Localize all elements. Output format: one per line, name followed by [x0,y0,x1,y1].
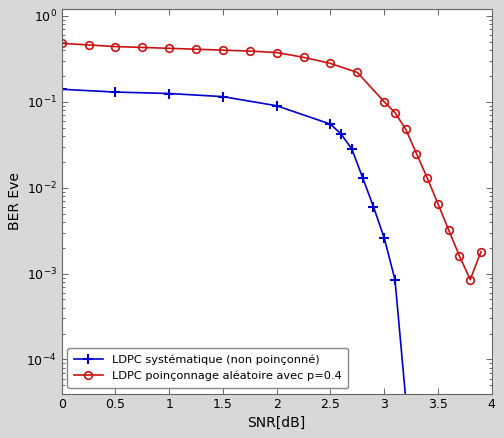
LDPC systématique (non poinçonné) [220,94,226,99]
LDPC poinçonnage aléatoire avec p=0.4 [424,175,430,180]
Legend: LDPC systématique (non poinçonné), LDPC poinçonnage aléatoire avec p=0.4: LDPC systématique (non poinçonné), LDPC … [68,348,348,388]
LDPC systématique (non poinçonné) [349,147,355,152]
LDPC systématique (non poinçonné) [392,277,398,282]
LDPC systématique (non poinçonné) [58,87,65,92]
LDPC systématique (non poinçonné) [403,396,409,401]
LDPC poinçonnage aléatoire avec p=0.4 [435,201,441,206]
LDPC poinçonnage aléatoire avec p=0.4 [381,99,387,105]
LDPC poinçonnage aléatoire avec p=0.4 [220,47,226,53]
LDPC systématique (non poinçonné) [112,89,118,95]
LDPC poinçonnage aléatoire avec p=0.4 [86,42,92,48]
LDPC poinçonnage aléatoire avec p=0.4 [274,50,280,55]
LDPC systématique (non poinçonné) [328,121,334,127]
Y-axis label: BER Eve: BER Eve [9,173,22,230]
Line: LDPC poinçonnage aléatoire avec p=0.4: LDPC poinçonnage aléatoire avec p=0.4 [58,39,485,283]
LDPC poinçonnage aléatoire avec p=0.4 [354,70,360,75]
LDPC poinçonnage aléatoire avec p=0.4 [139,45,145,50]
LDPC poinçonnage aléatoire avec p=0.4 [193,46,199,52]
LDPC poinçonnage aléatoire avec p=0.4 [467,277,473,282]
LDPC poinçonnage aléatoire avec p=0.4 [328,61,334,66]
LDPC poinçonnage aléatoire avec p=0.4 [247,49,253,54]
LDPC systématique (non poinçonné) [381,235,387,240]
LDPC poinçonnage aléatoire avec p=0.4 [58,41,65,46]
LDPC poinçonnage aléatoire avec p=0.4 [166,46,172,51]
LDPC systématique (non poinçonné) [166,91,172,96]
LDPC poinçonnage aléatoire avec p=0.4 [392,110,398,115]
LDPC poinçonnage aléatoire avec p=0.4 [413,151,419,156]
LDPC poinçonnage aléatoire avec p=0.4 [112,44,118,49]
X-axis label: SNR[dB]: SNR[dB] [247,416,306,430]
LDPC poinçonnage aléatoire avec p=0.4 [403,127,409,132]
LDPC poinçonnage aléatoire avec p=0.4 [457,254,463,259]
LDPC systématique (non poinçonné) [360,175,366,180]
LDPC systématique (non poinçonné) [274,103,280,108]
LDPC poinçonnage aléatoire avec p=0.4 [478,249,484,254]
Line: LDPC systématique (non poinçonné): LDPC systématique (non poinçonné) [57,85,432,438]
LDPC systématique (non poinçonné) [338,131,344,137]
LDPC systématique (non poinçonné) [370,204,376,209]
LDPC poinçonnage aléatoire avec p=0.4 [446,228,452,233]
LDPC poinçonnage aléatoire avec p=0.4 [300,55,306,60]
